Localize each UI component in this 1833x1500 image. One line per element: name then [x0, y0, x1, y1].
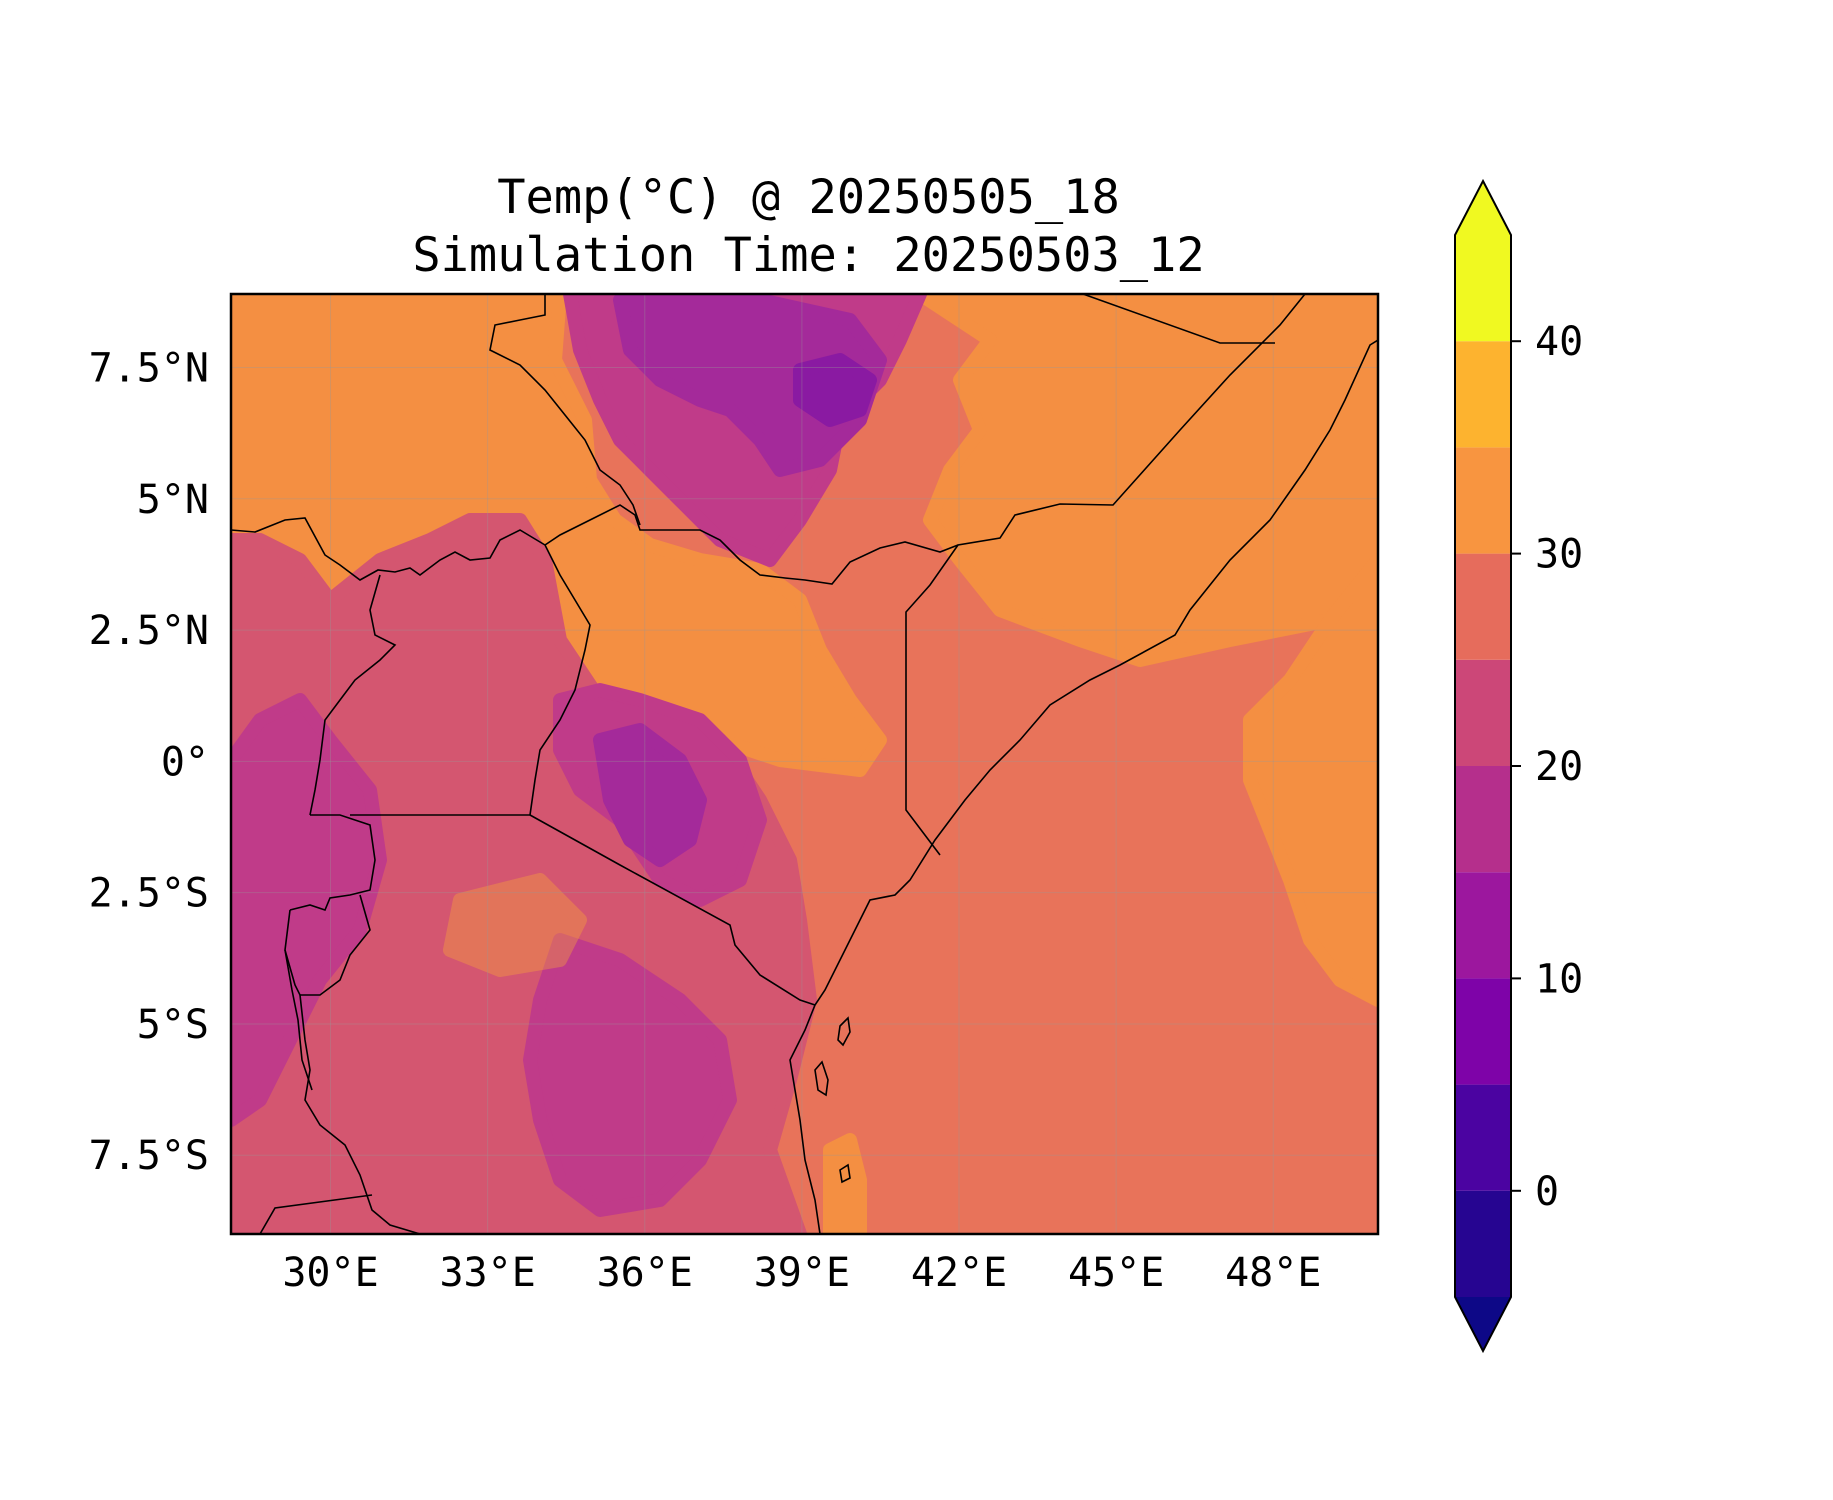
colorbar-segment [1455, 1084, 1511, 1191]
colorbar-under-arrow [1455, 1297, 1511, 1351]
warm-northeast-region [913, 294, 1378, 667]
lon-tick-label: 36°E [597, 1250, 693, 1296]
lat-tick-label: 2.5°S [89, 871, 209, 917]
colorbar-segment [1455, 235, 1511, 342]
temperature-map [231, 294, 1378, 1234]
ethiopia-south-sudan-border [489, 294, 641, 526]
colorbar-tick-label: 40 [1535, 319, 1583, 365]
uganda-kenya-border [529, 544, 591, 816]
lake-tanganyika-east-border [299, 994, 421, 1234]
zanzibar-island [837, 1016, 851, 1047]
lat-tick-label: 2.5°N [89, 608, 209, 654]
map-frame [229, 292, 1380, 1236]
lon-tick-label: 39°E [754, 1250, 850, 1296]
colorbar-segment [1455, 659, 1511, 766]
colorbar-over-arrow [1455, 181, 1511, 235]
lon-tick-label: 45°E [1068, 1250, 1164, 1296]
colorbar-segment [1455, 1190, 1511, 1297]
colorbar-segment [1455, 978, 1511, 1085]
ethiopia-kenya-border [544, 504, 959, 585]
colorbar-tick-label: 0 [1535, 1169, 1559, 1215]
lon-tick-label: 42°E [911, 1250, 1007, 1296]
map-gridlines [231, 294, 1378, 1234]
lon-tick-label: 48°E [1225, 1250, 1321, 1296]
colorbar-segment [1455, 766, 1511, 873]
latitude-axis: 7.5°N 5°N 2.5°N 0° 2.5°S 5°S 7.5°S [89, 346, 209, 1180]
longitude-axis: 30°E 33°E 36°E 39°E 42°E 45°E 48°E [282, 1250, 1321, 1296]
cool-south-region [523, 933, 737, 1217]
colorbar-tick-label: 10 [1535, 956, 1583, 1002]
south-sudan-border [231, 517, 546, 581]
warm-southeast-region [1243, 553, 1378, 1007]
lat-tick-label: 0° [161, 739, 209, 785]
cool-southwest-region [231, 693, 387, 1127]
warm-coast-strip [823, 1133, 867, 1234]
pemba-island [814, 1060, 829, 1097]
temperature-contours [231, 294, 1378, 1234]
map-subtitle: Simulation Time: 20250503_12 [412, 228, 1205, 283]
lon-tick-label: 30°E [282, 1250, 378, 1296]
colorbar-segment [1455, 447, 1511, 554]
colorbar: 0 10 20 30 40 [1454, 178, 1583, 1354]
rwanda-border [289, 814, 376, 911]
coastline [789, 339, 1378, 1234]
colorbar-segment [1455, 553, 1511, 660]
ethiopia-somalia-border [1082, 294, 1275, 344]
colorbar-outline [1454, 178, 1512, 1354]
colorbar-segment [1455, 872, 1511, 979]
mafia-island [839, 1163, 851, 1184]
warm-south-patch [443, 873, 587, 977]
colorbar-tick-label: 30 [1535, 532, 1583, 578]
cold-highland-region [613, 294, 887, 477]
zambia-tanzania-border [259, 1194, 373, 1234]
country-borders [231, 294, 1378, 1234]
colorbar-tick-label: 20 [1535, 744, 1583, 790]
burundi-border [284, 894, 371, 996]
lake-tanganyika-west-border [284, 949, 313, 1091]
colorbar-segment [1455, 341, 1511, 448]
kenya-somalia-border [905, 294, 1306, 856]
kenya-tanzania-border [529, 814, 816, 1006]
coldest-peak-region [793, 353, 877, 427]
uganda-drc-border [309, 574, 397, 816]
cold-rift-region [593, 723, 707, 867]
lat-tick-label: 7.5°S [89, 1133, 209, 1179]
lat-tick-label: 5°S [137, 1002, 209, 1048]
lat-tick-label: 7.5°N [89, 346, 209, 392]
lon-tick-label: 33°E [439, 1250, 535, 1296]
map-title: Temp(°C) @ 20250505_18 [497, 170, 1120, 225]
lat-tick-label: 5°N [137, 477, 209, 523]
